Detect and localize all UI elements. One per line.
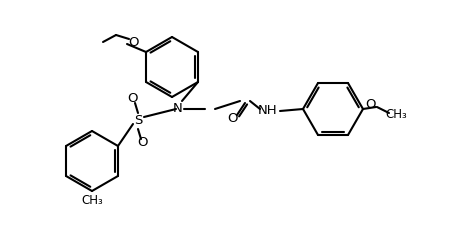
Text: NH: NH (258, 104, 278, 117)
Text: O: O (228, 112, 238, 125)
Text: S: S (134, 114, 142, 128)
Text: N: N (173, 103, 183, 115)
Text: O: O (128, 93, 138, 106)
Text: O: O (138, 136, 148, 150)
Text: O: O (128, 35, 138, 49)
Text: CH₃: CH₃ (81, 194, 103, 207)
Text: CH₃: CH₃ (385, 107, 407, 120)
Text: O: O (366, 98, 376, 112)
